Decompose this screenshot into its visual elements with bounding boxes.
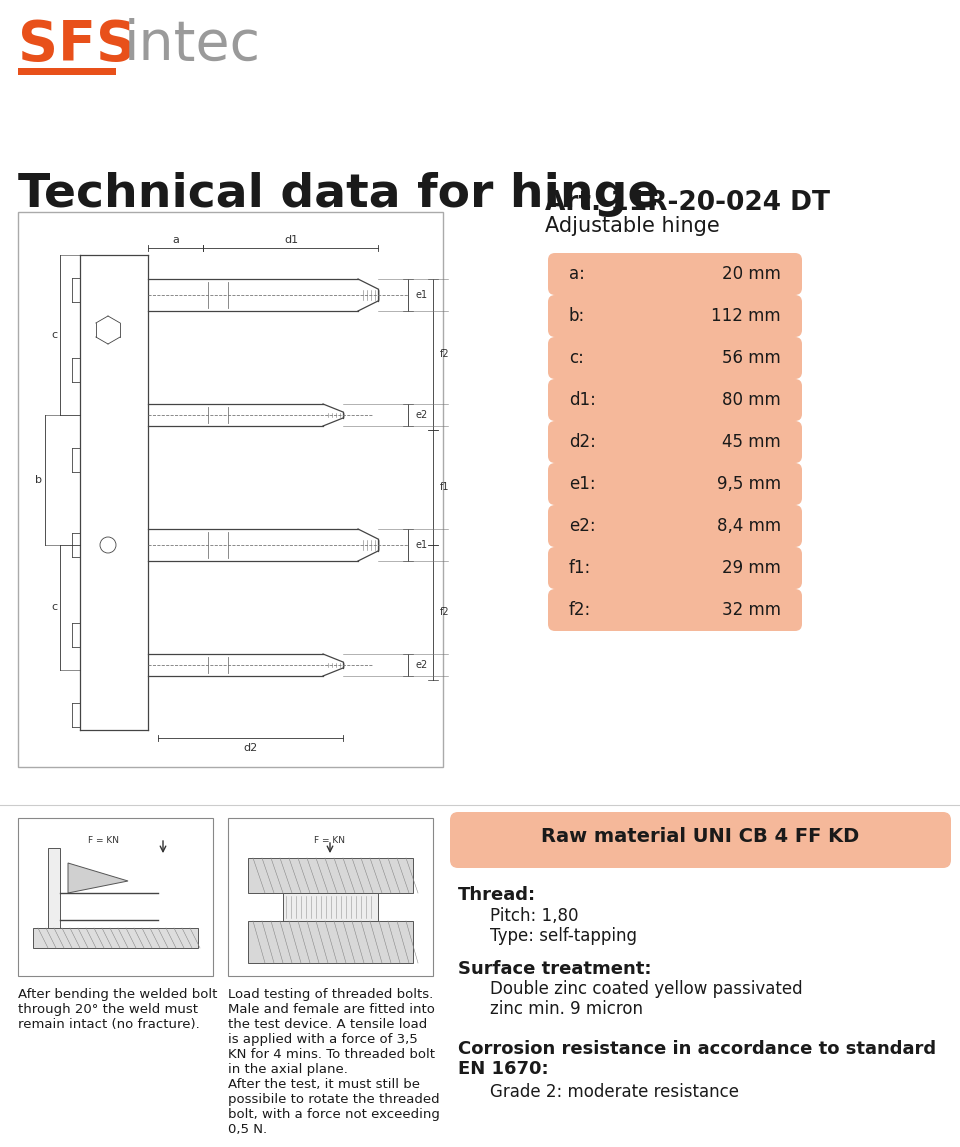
Text: through 20° the weld must: through 20° the weld must xyxy=(18,1002,198,1016)
Text: e2:: e2: xyxy=(569,517,595,535)
Text: SFS: SFS xyxy=(18,18,136,72)
FancyBboxPatch shape xyxy=(450,812,951,868)
Text: a:: a: xyxy=(569,265,585,283)
Text: 29 mm: 29 mm xyxy=(722,559,781,577)
Text: e1: e1 xyxy=(415,290,427,301)
Text: Thread:: Thread: xyxy=(458,885,536,904)
Text: f2: f2 xyxy=(440,607,449,617)
Text: After bending the welded bolt: After bending the welded bolt xyxy=(18,988,217,1001)
Bar xyxy=(248,858,413,894)
Bar xyxy=(283,894,378,921)
Text: f2: f2 xyxy=(440,349,449,359)
Text: the test device. A tensile load: the test device. A tensile load xyxy=(228,1019,427,1031)
Text: e2: e2 xyxy=(415,409,427,420)
Text: f1: f1 xyxy=(440,482,449,492)
Bar xyxy=(248,921,413,963)
FancyBboxPatch shape xyxy=(548,547,802,590)
Text: EN 1670:: EN 1670: xyxy=(458,1060,548,1078)
Text: 45 mm: 45 mm xyxy=(722,434,781,451)
Text: e1: e1 xyxy=(415,540,427,551)
Text: Double zinc coated yellow passivated: Double zinc coated yellow passivated xyxy=(490,980,803,998)
Text: f2:: f2: xyxy=(569,601,591,619)
Text: Raw material UNI CB 4 FF KD: Raw material UNI CB 4 FF KD xyxy=(541,827,859,846)
Text: KN for 4 mins. To threaded bolt: KN for 4 mins. To threaded bolt xyxy=(228,1048,435,1061)
Text: Pitch: 1,80: Pitch: 1,80 xyxy=(490,907,579,924)
Text: e1:: e1: xyxy=(569,475,595,493)
Text: 112 mm: 112 mm xyxy=(711,307,781,325)
Text: a: a xyxy=(173,235,180,245)
Text: remain intact (no fracture).: remain intact (no fracture). xyxy=(18,1019,200,1031)
Text: c:: c: xyxy=(569,349,584,367)
Text: Type: self-tapping: Type: self-tapping xyxy=(490,927,637,945)
Bar xyxy=(18,818,213,976)
Text: zinc min. 9 micron: zinc min. 9 micron xyxy=(490,1000,643,1019)
Text: f1:: f1: xyxy=(569,559,591,577)
Text: Technical data for hinge: Technical data for hinge xyxy=(18,172,660,217)
Text: Surface treatment:: Surface treatment: xyxy=(458,960,652,978)
Bar xyxy=(33,928,198,949)
Text: Grade 2: moderate resistance: Grade 2: moderate resistance xyxy=(490,1083,739,1101)
Text: Load testing of threaded bolts.: Load testing of threaded bolts. xyxy=(228,988,433,1001)
Text: Male and female are fitted into: Male and female are fitted into xyxy=(228,1002,435,1016)
Text: c: c xyxy=(52,602,58,612)
Text: b: b xyxy=(35,475,42,485)
FancyBboxPatch shape xyxy=(548,590,802,631)
Text: bolt, with a force not exceeding: bolt, with a force not exceeding xyxy=(228,1108,440,1121)
FancyBboxPatch shape xyxy=(548,253,802,295)
Bar xyxy=(18,212,443,767)
Text: Corrosion resistance in accordance to standard: Corrosion resistance in accordance to st… xyxy=(458,1040,936,1058)
Text: 80 mm: 80 mm xyxy=(722,391,781,409)
FancyBboxPatch shape xyxy=(548,337,802,379)
Text: 20 mm: 20 mm xyxy=(722,265,781,283)
Text: 9,5 mm: 9,5 mm xyxy=(717,475,781,493)
Text: b:: b: xyxy=(569,307,586,325)
Text: in the axial plane.: in the axial plane. xyxy=(228,1063,348,1076)
Text: After the test, it must still be: After the test, it must still be xyxy=(228,1078,420,1091)
Text: 56 mm: 56 mm xyxy=(722,349,781,367)
Text: possibile to rotate the threaded: possibile to rotate the threaded xyxy=(228,1093,440,1106)
Text: d1:: d1: xyxy=(569,391,596,409)
Text: c: c xyxy=(52,330,58,340)
FancyBboxPatch shape xyxy=(548,463,802,505)
FancyBboxPatch shape xyxy=(548,379,802,421)
Text: 8,4 mm: 8,4 mm xyxy=(717,517,781,535)
FancyBboxPatch shape xyxy=(548,421,802,463)
Text: Adjustable hinge: Adjustable hinge xyxy=(545,216,720,236)
Text: d2:: d2: xyxy=(569,434,596,451)
FancyBboxPatch shape xyxy=(548,505,802,547)
Polygon shape xyxy=(68,863,128,894)
Bar xyxy=(48,848,60,928)
Text: is applied with a force of 3,5: is applied with a force of 3,5 xyxy=(228,1033,418,1046)
Text: 0,5 N.: 0,5 N. xyxy=(228,1123,267,1136)
Text: d2: d2 xyxy=(244,743,258,752)
Text: e2: e2 xyxy=(415,660,427,670)
Bar xyxy=(18,68,116,75)
Text: F = KN: F = KN xyxy=(315,836,346,845)
Text: Art. 11R-20-024 DT: Art. 11R-20-024 DT xyxy=(545,190,830,216)
Text: 32 mm: 32 mm xyxy=(722,601,781,619)
Text: F = KN: F = KN xyxy=(87,836,118,845)
FancyBboxPatch shape xyxy=(548,295,802,337)
Bar xyxy=(228,818,433,976)
Text: d1: d1 xyxy=(284,235,298,245)
Text: intec: intec xyxy=(124,18,261,72)
